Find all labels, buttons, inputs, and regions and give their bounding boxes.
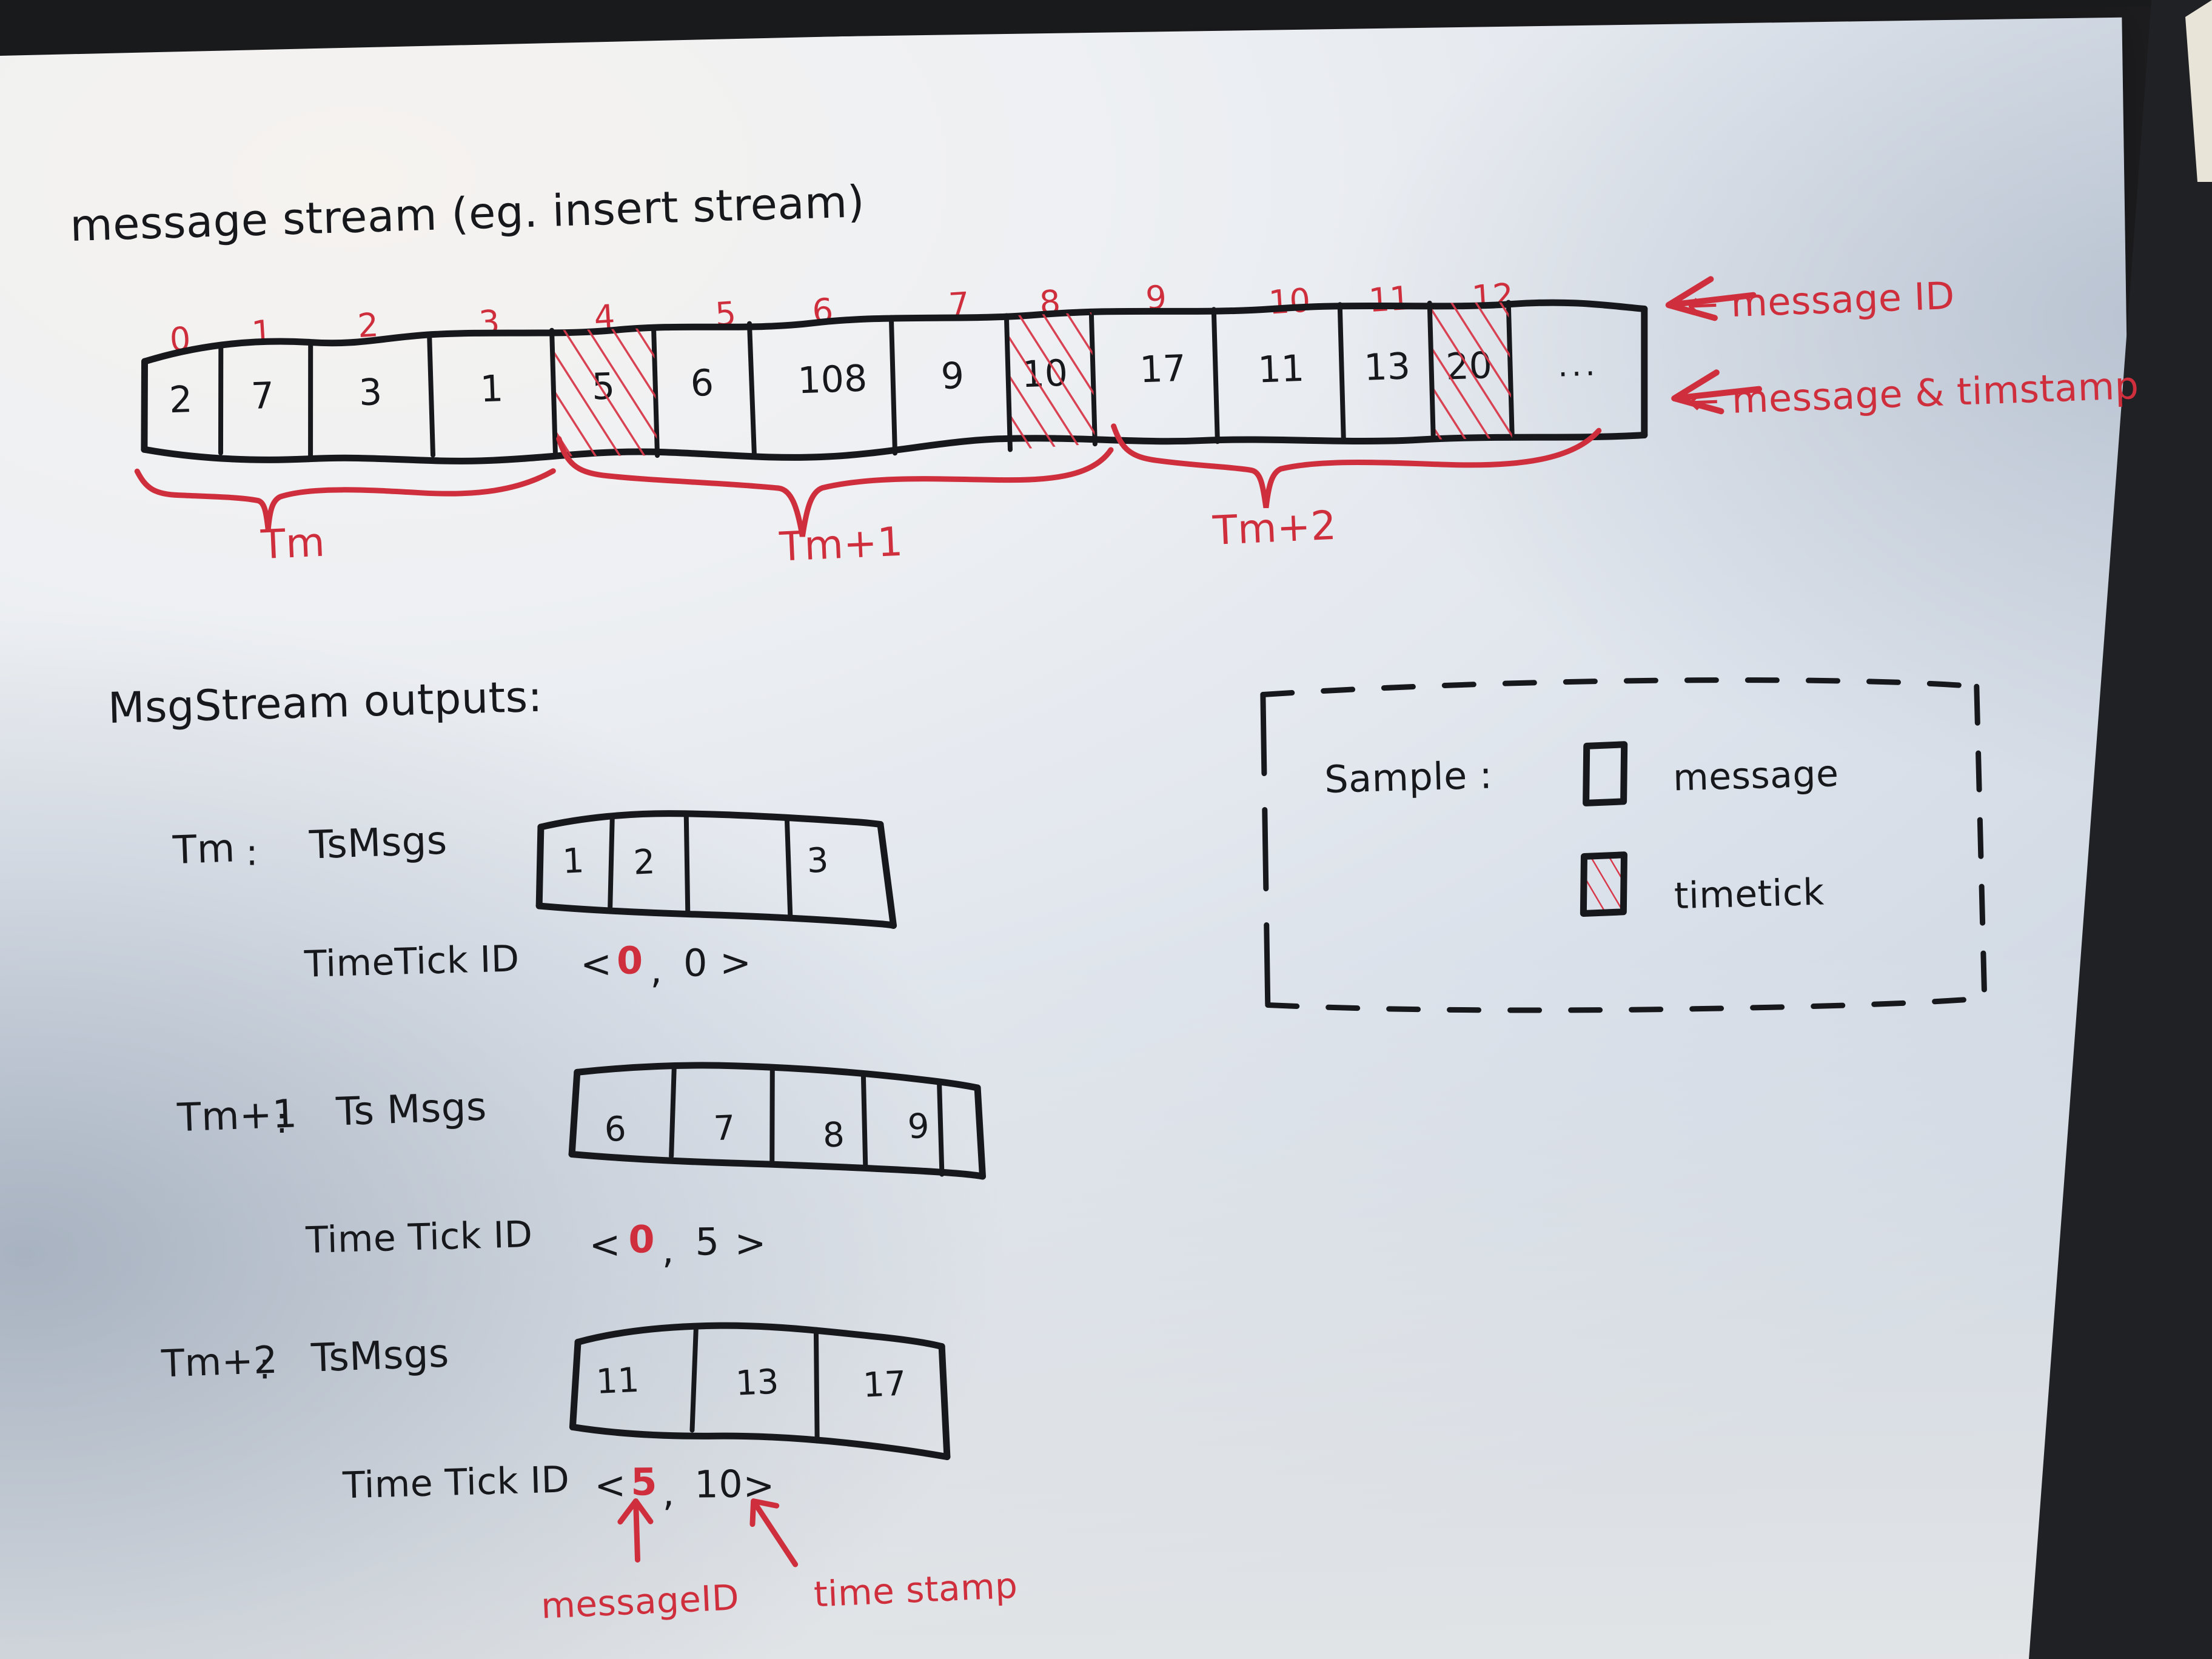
group-1-msgs-dividers: [669, 1065, 945, 1177]
group-2-msgs-box: [569, 1322, 951, 1461]
time-window-brackets: [134, 423, 1602, 537]
annotation-arrows: [617, 1498, 799, 1567]
timetick-hatch-cells: [554, 302, 1512, 457]
group-1-msgs-box: [568, 1062, 986, 1180]
group-0-msgs-box: [535, 810, 897, 929]
group-0-msgs-dividers: [608, 811, 793, 920]
legend-dashed-box: [1260, 677, 1988, 1013]
stream-caption-arrows: [1665, 276, 1763, 415]
message-stream-box: [141, 299, 1648, 464]
group-2-msgs-dividers: [689, 1326, 820, 1444]
legend-item-1-swatch: [1580, 851, 1627, 917]
legend-item-0-swatch: [1583, 741, 1628, 806]
